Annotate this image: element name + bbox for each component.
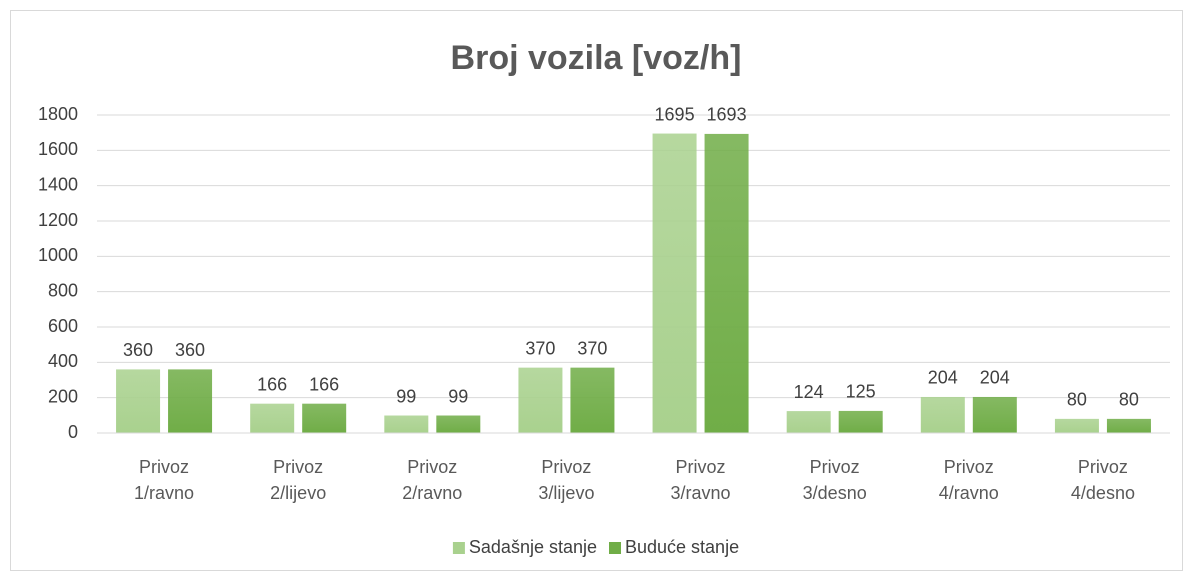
x-tick-label: Privoz 4/ravno [938, 457, 999, 503]
value-label: 99 [396, 386, 416, 406]
value-label: 360 [175, 340, 205, 360]
bar [1054, 418, 1099, 433]
value-label: 204 [980, 368, 1010, 388]
value-label: 1693 [707, 105, 747, 125]
value-label: 370 [525, 338, 555, 358]
y-tick-label: 800 [48, 280, 78, 300]
bar [116, 369, 161, 433]
legend-swatch [609, 542, 621, 554]
bar [972, 396, 1017, 433]
bar [250, 403, 295, 433]
y-tick-label: 1400 [38, 174, 78, 194]
legend-label: Buduće stanje [625, 537, 739, 557]
y-tick-label: 200 [48, 386, 78, 406]
y-tick-label: 600 [48, 316, 78, 336]
bar [436, 415, 481, 433]
value-label: 80 [1067, 390, 1087, 410]
x-tick-label: Privoz 3/desno [802, 457, 867, 503]
value-label: 204 [928, 368, 958, 388]
bar [838, 410, 883, 433]
legend-label: Sadašnje stanje [469, 537, 597, 557]
y-tick-label: 400 [48, 351, 78, 371]
x-tick-label: Privoz 1/ravno [134, 457, 195, 503]
value-label: 125 [846, 382, 876, 402]
legend-swatch [452, 542, 465, 554]
bar [704, 133, 749, 434]
chart-border [10, 10, 1183, 571]
y-tick-label: 1800 [38, 104, 78, 124]
x-tick-label: Privoz 3/lijevo [538, 457, 595, 503]
value-label: 1695 [655, 104, 695, 124]
value-label: 166 [309, 374, 339, 394]
bar [518, 367, 563, 433]
value-label: 360 [123, 340, 153, 360]
bar [786, 411, 831, 433]
y-tick-label: 1600 [38, 139, 78, 159]
value-label: 80 [1119, 390, 1139, 410]
y-tick-label: 0 [68, 422, 78, 442]
y-tick-label: 1200 [38, 210, 78, 230]
chart-title: Broj vozila [voz/h] [451, 39, 742, 77]
bar [652, 133, 697, 434]
bar [302, 403, 347, 433]
bar [384, 415, 429, 433]
value-label: 166 [257, 374, 287, 394]
y-tick-label: 1000 [38, 245, 78, 265]
value-label: 99 [448, 386, 468, 406]
bar [920, 396, 965, 433]
x-tick-label: Privoz 2/ravno [402, 457, 463, 503]
value-label: 370 [577, 338, 607, 358]
x-tick-label: Privoz 2/lijevo [270, 457, 327, 503]
value-label: 124 [794, 382, 824, 402]
x-tick-label: Privoz 3/ravno [670, 457, 731, 503]
x-tick-label: Privoz 4/desno [1070, 457, 1135, 503]
bar [1106, 418, 1151, 433]
bar [570, 367, 615, 433]
bar [168, 369, 213, 433]
